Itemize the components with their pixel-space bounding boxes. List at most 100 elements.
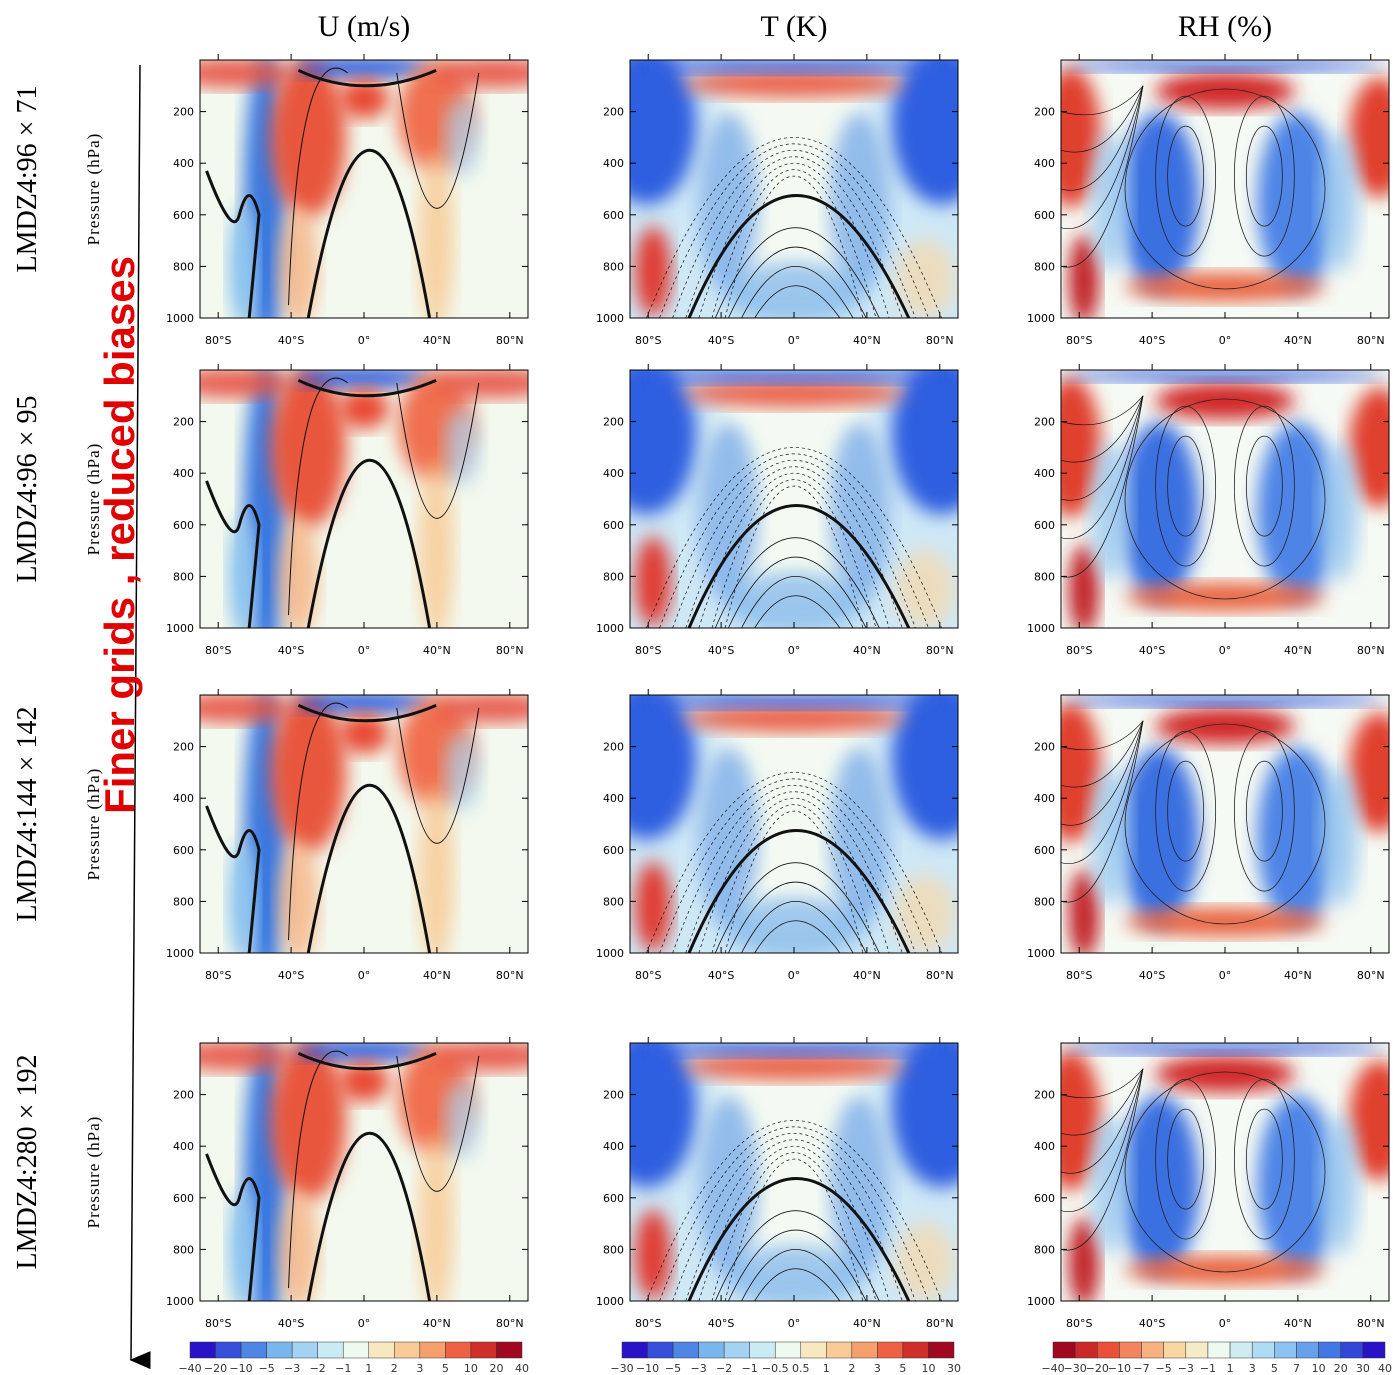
colorbar-label: −40 [178, 1362, 201, 1375]
field-patch [1257, 746, 1338, 927]
y-tick-label: 400 [173, 792, 194, 805]
x-tick-label: 40°N [1284, 1317, 1312, 1330]
y-tick-label: 1000 [596, 622, 624, 635]
contour-line [1061, 395, 1144, 463]
y-tick-label: 800 [173, 895, 194, 908]
colorbar-swatch [1163, 1341, 1187, 1359]
contour-line [1124, 88, 1326, 290]
y-tick-label: 200 [603, 106, 624, 119]
x-tick-label: 80°S [635, 644, 661, 657]
field-patch [1125, 583, 1325, 612]
field-patch [684, 69, 904, 98]
field-patch [895, 1222, 956, 1301]
colorbar-label: −40 [1041, 1362, 1064, 1375]
contour-line [288, 67, 348, 306]
contour-line [396, 1055, 480, 1192]
colorbar-label: 5 [899, 1362, 906, 1375]
x-tick-label: 80°N [496, 334, 524, 347]
x-tick-label: 40°N [423, 334, 451, 347]
x-tick-label: 40°S [708, 969, 734, 982]
contour-line [1061, 1068, 1144, 1099]
field-patch [418, 1133, 455, 1301]
field-patch [1061, 1050, 1101, 1191]
colorbar-swatch [749, 1341, 776, 1359]
y-tick-label: 200 [173, 1089, 194, 1102]
y-tick-label: 600 [173, 519, 194, 532]
y-tick-label: 1000 [166, 947, 194, 960]
contour-line [714, 1210, 880, 1301]
panel [1061, 695, 1389, 953]
colorbar-swatch [1340, 1341, 1364, 1359]
field-patch [1349, 77, 1389, 198]
field-patch [339, 78, 389, 119]
colorbar-swatch [672, 1341, 699, 1359]
x-tick-label: 80°S [205, 969, 231, 982]
contour-line [1124, 398, 1326, 600]
y-tick-label: 600 [1034, 209, 1055, 222]
contour-line [1167, 435, 1205, 537]
colorbar-label: 2 [848, 1362, 855, 1375]
contour-line [659, 778, 929, 953]
x-tick-label: 40°S [278, 1317, 304, 1330]
y-tick-label: 200 [173, 416, 194, 429]
colorbar-swatch [774, 1341, 802, 1359]
x-tick-label: 80°N [496, 644, 524, 657]
field-patch [1119, 1094, 1200, 1275]
x-tick-label: 40°N [853, 969, 881, 982]
contour-line [1155, 730, 1217, 892]
colorbar-swatch [826, 1341, 853, 1359]
contour-line [698, 473, 890, 628]
contour-line [1061, 1068, 1144, 1174]
contour-line [1167, 1108, 1205, 1210]
contour-line [754, 920, 841, 953]
colorbar-label: 7 [1293, 1362, 1300, 1375]
contour-line [1061, 85, 1144, 230]
y-tick-label: 1000 [1027, 1295, 1055, 1308]
colorbar-swatch [1141, 1341, 1164, 1359]
y-tick-label: 600 [603, 844, 624, 857]
contour-line [714, 227, 880, 318]
colorbar-swatch [1251, 1341, 1275, 1359]
field-patch [200, 695, 293, 723]
row-label: LMDZ4:144 × 142 [12, 707, 43, 922]
contour-line [724, 1159, 864, 1301]
x-tick-label: 80°S [635, 334, 661, 347]
field-patch [1257, 111, 1338, 292]
colorbar-label: 1 [823, 1362, 830, 1375]
y-tick-label: 1000 [596, 947, 624, 960]
contour-line [646, 137, 942, 318]
field-patch [895, 549, 956, 628]
contour-line [205, 480, 261, 628]
colorbar-swatch [1207, 1341, 1231, 1359]
field-patch [634, 1209, 671, 1300]
field-patch [294, 695, 434, 713]
contour-line [672, 149, 916, 318]
colorbar-swatch [266, 1341, 293, 1359]
field-patch [435, 695, 528, 723]
x-tick-label: 40°S [1139, 334, 1165, 347]
y-tick-label: 400 [1034, 792, 1055, 805]
contour-line [306, 459, 432, 628]
field-patch [698, 111, 759, 292]
field-patch [1065, 370, 1385, 382]
y-axis-label: Pressure (hPa) [84, 443, 103, 556]
field-patch [1061, 702, 1101, 843]
y-tick-label: 800 [603, 570, 624, 583]
contour-line [288, 702, 348, 941]
field-patch [278, 841, 319, 953]
y-tick-label: 800 [603, 895, 624, 908]
colorbar-label: 10 [921, 1362, 935, 1375]
colorbar-swatch [342, 1341, 370, 1359]
colorbar-label: 30 [1356, 1362, 1370, 1375]
y-tick-label: 600 [603, 209, 624, 222]
contour-line [659, 1126, 929, 1301]
field-patch [1090, 766, 1131, 907]
colorbar-label: −1 [335, 1362, 351, 1375]
contour-line [698, 798, 890, 953]
field-patch [1155, 72, 1295, 109]
x-tick-label: 0° [1219, 969, 1232, 982]
contour-line [714, 862, 880, 953]
x-tick-label: 0° [1219, 334, 1232, 347]
field-patch [294, 370, 434, 388]
y-tick-label: 400 [173, 467, 194, 480]
